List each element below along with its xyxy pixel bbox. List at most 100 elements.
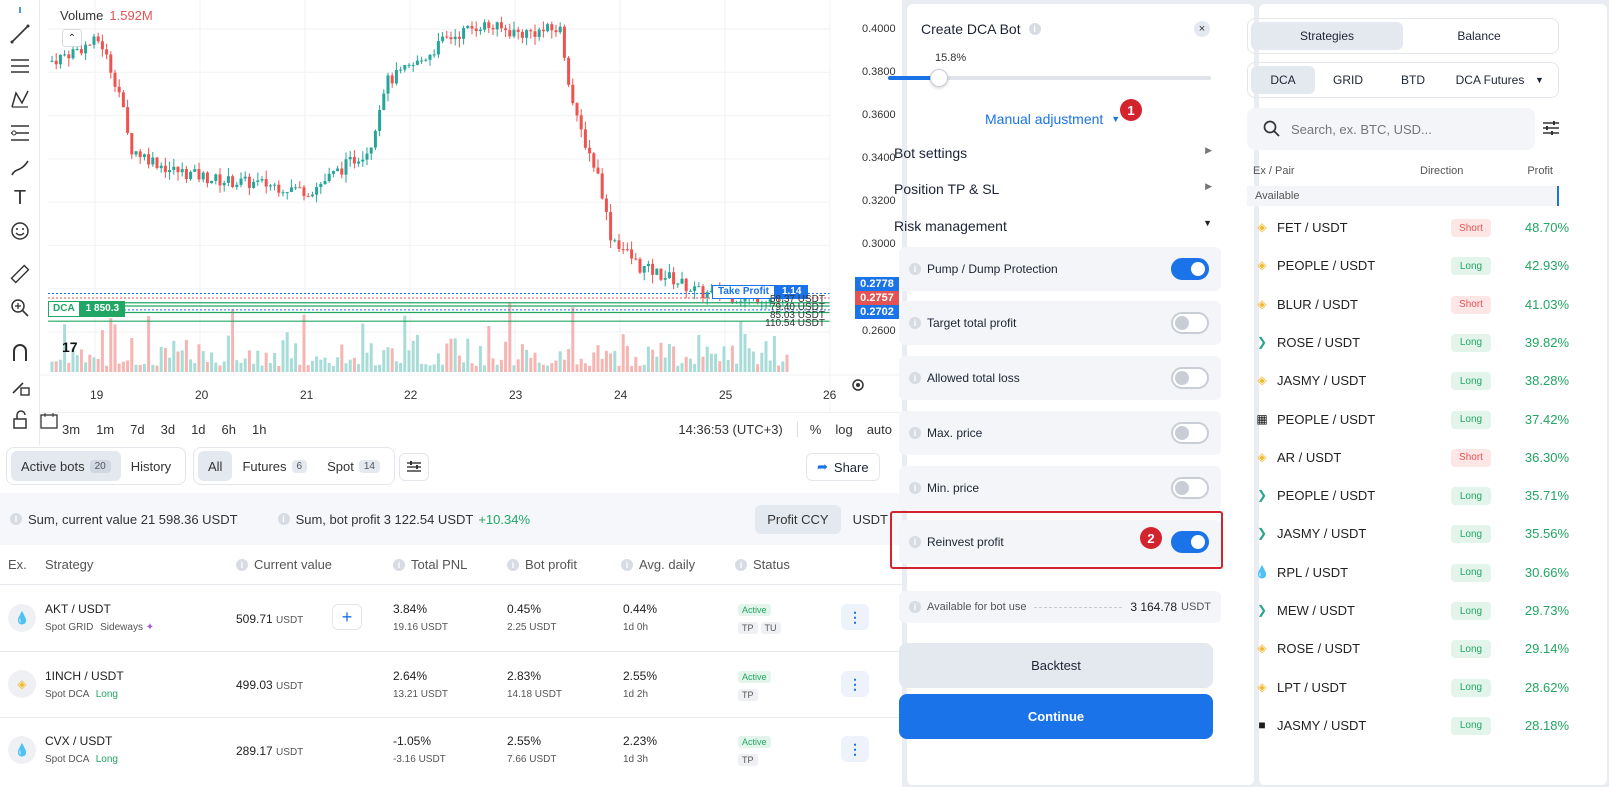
slider-handle[interactable] <box>930 69 949 87</box>
trend-line-icon[interactable] <box>8 22 32 46</box>
tab-active-bots[interactable]: Active bots 20 <box>11 451 121 481</box>
type-btd[interactable]: BTD <box>1401 73 1425 87</box>
reinvest-profit-toggle[interactable] <box>1171 531 1209 553</box>
table-row[interactable]: 💧 CVX / USDT Spot DCA Long 289.17 USDT -… <box>0 718 902 784</box>
target-profit-toggle[interactable] <box>1171 312 1209 334</box>
market-row[interactable]: ◈ AR / USDT Short 36.30% <box>1251 439 1569 477</box>
risk-row-min-price: i Min. price <box>899 466 1221 510</box>
timeframe-1d[interactable]: 1d <box>191 421 206 437</box>
market-row[interactable]: ◈ ROSE / USDT Long 29.14% <box>1251 630 1569 668</box>
volume-bar <box>222 361 226 372</box>
table-row[interactable]: 💧 AKT / USDT Spot GRID Sideways ✦ 509.71… <box>0 586 902 652</box>
dca-marker[interactable]: DCA 1 850.3 <box>48 301 126 317</box>
market-row[interactable]: ▦ PEOPLE / USDT Long 37.42% <box>1251 401 1569 439</box>
candle <box>571 84 575 104</box>
tab-strategies[interactable]: Strategies <box>1251 22 1403 50</box>
market-row[interactable]: ❯ PEOPLE / USDT Long 35.71% <box>1251 477 1569 515</box>
scale-auto[interactable]: auto <box>866 421 892 437</box>
scale-log[interactable]: log <box>835 421 853 437</box>
bots-panel: Active bots 20 History All Futures 6 Spot 1… <box>0 445 902 787</box>
unlock-icon[interactable] <box>8 408 32 432</box>
type-dca-futures[interactable]: DCA Futures <box>1455 73 1525 87</box>
timeframe-6h[interactable]: 6h <box>221 421 236 437</box>
market-row[interactable]: ■ JASMY / USDT Long 28.18% <box>1251 707 1569 745</box>
backtest-button[interactable]: Backtest <box>899 643 1213 688</box>
allowed-loss-toggle[interactable] <box>1171 367 1209 389</box>
usdt-button[interactable]: USDT <box>852 511 888 527</box>
lock-drawing-icon[interactable] <box>8 374 32 398</box>
volume-bar <box>588 365 592 372</box>
tab-history[interactable]: History <box>130 458 172 474</box>
collapse-icon[interactable]: ⌃ <box>62 29 82 47</box>
row-menu-button[interactable]: ⋮ <box>841 736 869 762</box>
fib-icon[interactable] <box>8 121 32 145</box>
candle <box>231 176 235 187</box>
horizontal-lines-icon[interactable] <box>8 54 32 78</box>
volume-bar <box>327 362 331 372</box>
market-row[interactable]: ◈ JASMY / USDT Long 38.28% <box>1251 362 1569 400</box>
timeframe-3d[interactable]: 3d <box>160 421 176 437</box>
text-tool-icon[interactable]: T <box>13 186 27 209</box>
emoji-icon[interactable] <box>8 219 32 243</box>
pump-dump-toggle[interactable] <box>1171 258 1209 280</box>
manual-adjustment-toggle[interactable]: Manual adjustment ▼ <box>985 111 1121 127</box>
filter-settings-icon[interactable] <box>399 453 429 481</box>
type-grid[interactable]: GRID <box>1333 73 1363 87</box>
pattern-icon[interactable] <box>8 87 32 111</box>
candle <box>184 169 188 180</box>
volume-bar <box>508 302 512 372</box>
candlestick-chart[interactable]: 17 <box>40 0 902 412</box>
volume-bar <box>709 353 713 372</box>
scale-percent[interactable]: % <box>796 421 821 437</box>
candle <box>79 49 83 54</box>
ruler-icon[interactable] <box>8 262 32 286</box>
market-row[interactable]: ◈ LPT / USDT Long 28.62% <box>1251 669 1569 707</box>
timeframe-7d[interactable]: 7d <box>130 421 145 437</box>
volume-bar <box>96 358 100 372</box>
filter-spot[interactable]: Spot 14 <box>317 451 390 481</box>
close-icon[interactable]: × <box>1194 21 1210 37</box>
caret-down-icon[interactable]: ▼ <box>1535 75 1544 85</box>
section-bot-settings[interactable]: Bot settings ▶ <box>894 145 1212 161</box>
type-dca[interactable]: DCA <box>1251 66 1315 94</box>
risk-slider[interactable] <box>888 69 1211 87</box>
row-menu-button[interactable]: ⋮ <box>841 604 869 630</box>
market-row[interactable]: ❯ JASMY / USDT Long 35.56% <box>1251 515 1569 553</box>
filter-futures[interactable]: Futures 6 <box>232 451 317 481</box>
timeframe-3m[interactable]: 3m <box>62 421 81 437</box>
timeframe-1m[interactable]: 1m <box>96 421 115 437</box>
profit-ccy-button[interactable]: Profit CCY <box>755 504 841 534</box>
table-row[interactable]: ◈ 1INCH / USDT Spot DCA Long 499.03 USDT… <box>0 652 902 718</box>
row-menu-button[interactable]: ⋮ <box>841 671 869 697</box>
section-position-tp-sl[interactable]: Position TP & SL ▶ <box>894 181 1212 197</box>
market-row[interactable]: 💧 RPL / USDT Long 30.66% <box>1251 554 1569 592</box>
filter-sliders-icon[interactable] <box>1542 120 1560 141</box>
crosshair-icon[interactable] <box>8 0 32 24</box>
zoom-icon[interactable] <box>8 296 32 320</box>
volume-bar <box>579 358 583 372</box>
timeframe-1h[interactable]: 1h <box>252 421 267 437</box>
section-risk-management[interactable]: Risk management ▼ <box>894 218 1212 234</box>
share-button[interactable]: ➦ Share <box>806 453 880 481</box>
market-row[interactable]: ❯ ROSE / USDT Long 39.82% <box>1251 324 1569 362</box>
add-funds-button[interactable]: + <box>332 604 362 630</box>
continue-button[interactable]: Continue <box>899 694 1213 739</box>
market-row[interactable]: ❯ MEW / USDT Long 29.73% <box>1251 592 1569 630</box>
volume-bar <box>483 365 487 372</box>
price-chart[interactable]: 17 Volume 1.592M ⌃ 0.4000 0.3800 0.3600 0… <box>40 0 902 445</box>
search-input[interactable] <box>1291 121 1511 137</box>
price-tick: 0.4000 <box>862 23 896 35</box>
max-price-toggle[interactable] <box>1171 422 1209 444</box>
filter-all[interactable]: All <box>198 451 233 481</box>
market-row[interactable]: ◈ PEOPLE / USDT Long 42.93% <box>1251 247 1569 285</box>
take-profit-marker[interactable]: Take Profit 1.14 <box>712 285 809 299</box>
tab-balance[interactable]: Balance <box>1457 29 1501 43</box>
min-price-toggle[interactable] <box>1171 477 1209 499</box>
market-row[interactable]: ◈ BLUR / USDT Short 41.03% <box>1251 286 1569 324</box>
brush-icon[interactable] <box>8 155 32 179</box>
magnet-icon[interactable] <box>8 341 32 365</box>
chevron-down-icon: ▼ <box>1203 218 1212 228</box>
volume-bar <box>130 337 134 372</box>
risk-row-max-price: i Max. price <box>899 411 1221 455</box>
market-row[interactable]: ◈ FET / USDT Short 48.70% <box>1251 209 1569 247</box>
